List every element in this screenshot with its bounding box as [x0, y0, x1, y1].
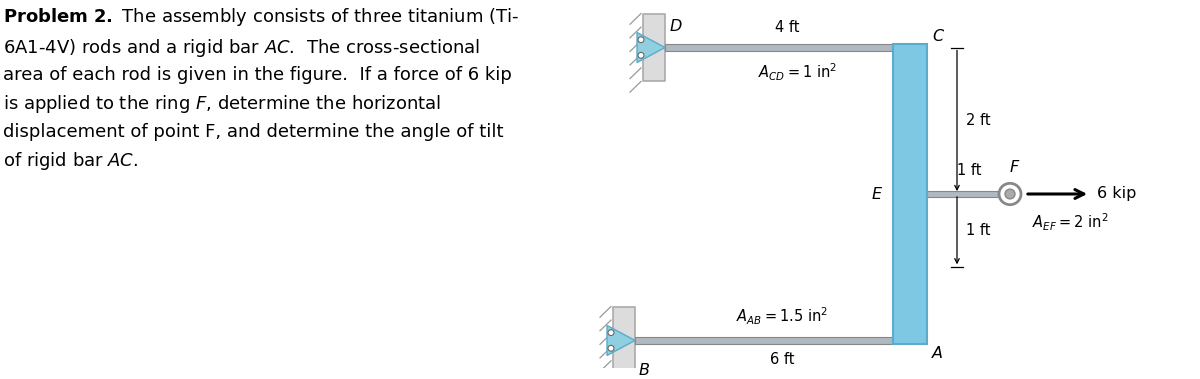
Bar — [928, 191, 1010, 197]
Text: $\mathbf{Problem\ 2.}$ The assembly consists of three titanium (Ti-
6A1-4V) rods: $\mathbf{Problem\ 2.}$ The assembly cons… — [2, 6, 520, 172]
Circle shape — [1006, 189, 1015, 199]
Bar — [893, 44, 928, 345]
Text: $B$: $B$ — [638, 362, 650, 378]
Circle shape — [638, 52, 644, 58]
Text: 2 ft: 2 ft — [966, 113, 991, 128]
Polygon shape — [637, 33, 665, 63]
Text: $A_{EF} = 2\ \mathrm{in}^2$: $A_{EF} = 2\ \mathrm{in}^2$ — [1032, 211, 1109, 233]
Circle shape — [998, 183, 1021, 205]
Circle shape — [608, 345, 614, 351]
Circle shape — [608, 330, 614, 335]
Circle shape — [638, 37, 644, 42]
Text: $A$: $A$ — [931, 345, 943, 361]
Bar — [635, 337, 893, 344]
Text: $C$: $C$ — [932, 28, 946, 44]
Text: 4 ft: 4 ft — [775, 20, 799, 35]
Text: $F$: $F$ — [1009, 158, 1021, 175]
Polygon shape — [607, 326, 635, 356]
Text: $A_{CD} = 1\ \mathrm{in}^2$: $A_{CD} = 1\ \mathrm{in}^2$ — [758, 61, 838, 83]
Bar — [613, 307, 635, 374]
Text: 1 ft: 1 ft — [958, 163, 982, 177]
Text: 1 ft: 1 ft — [966, 223, 990, 238]
Text: 6 kip: 6 kip — [1097, 186, 1136, 202]
Text: $A_{AB} = 1.5\ \mathrm{in}^2$: $A_{AB} = 1.5\ \mathrm{in}^2$ — [737, 305, 828, 327]
Text: $D$: $D$ — [670, 18, 683, 34]
Bar — [643, 14, 665, 81]
Text: $E$: $E$ — [871, 186, 883, 202]
Text: 6 ft: 6 ft — [770, 352, 794, 367]
Bar — [665, 44, 893, 51]
